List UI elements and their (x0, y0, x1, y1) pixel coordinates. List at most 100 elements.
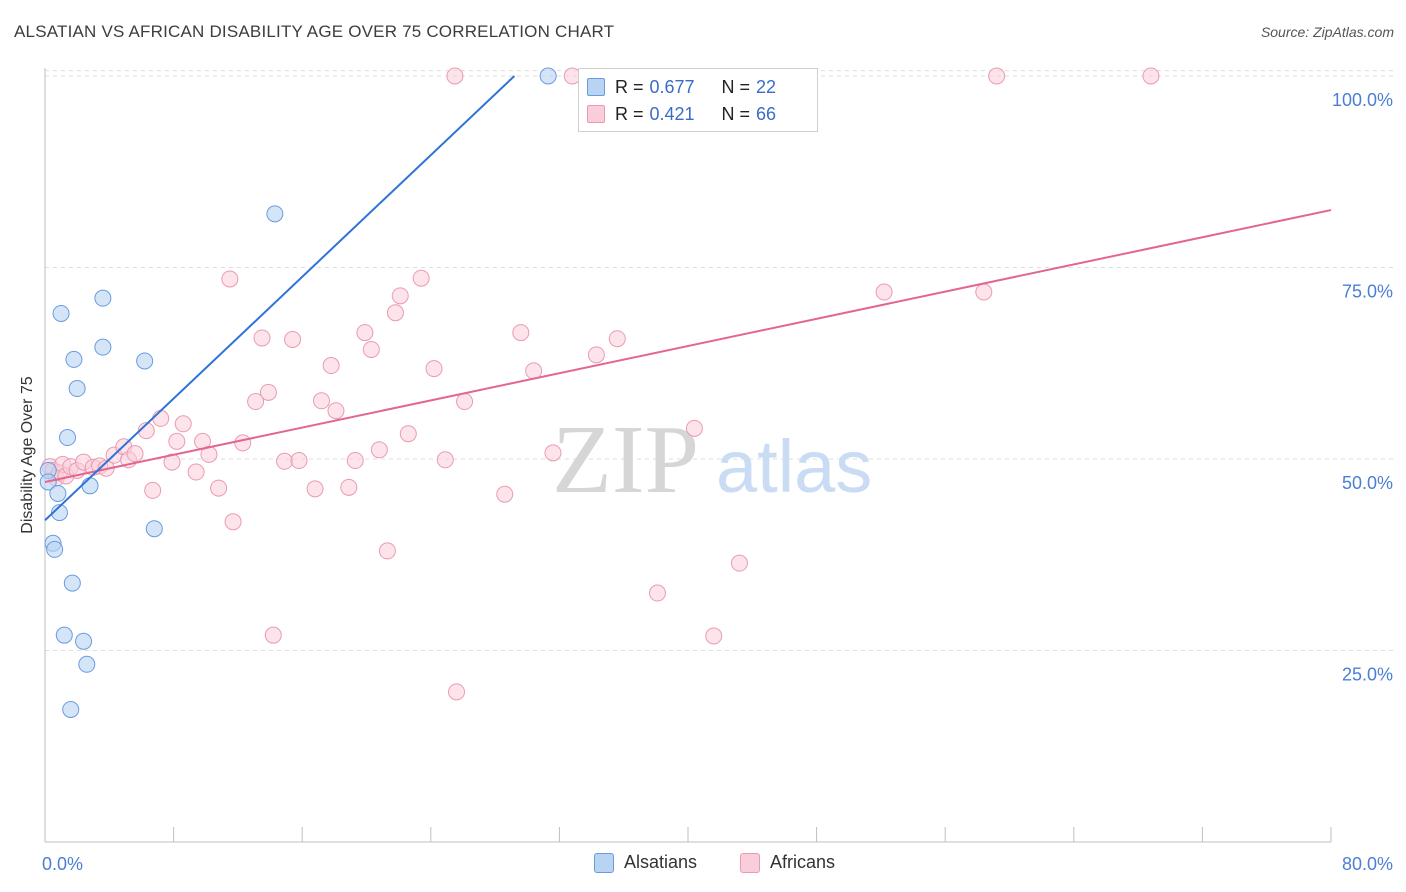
point-alsatians (63, 574, 81, 592)
trendlines (44, 75, 1332, 522)
point-alsatians (62, 700, 80, 718)
point-africans (386, 304, 404, 322)
point-africans (446, 67, 464, 85)
legend-item-africans[interactable]: Africans (740, 852, 835, 873)
trendline-alsatians (44, 75, 516, 522)
source-label: Source: ZipAtlas.com (1260, 24, 1394, 40)
legend-label-alsatians: Alsatians (624, 852, 698, 872)
legend-row-alsatians: R = 0.677 N = 22 (587, 74, 776, 100)
point-africans (544, 444, 562, 462)
point-alsatians (78, 655, 96, 673)
point-alsatians (75, 632, 93, 650)
x-tick-label: 80.0% (1342, 854, 1393, 874)
point-alsatians (68, 380, 86, 398)
point-africans (399, 425, 417, 443)
point-africans (144, 481, 162, 499)
point-africans (253, 329, 271, 347)
legend-n-value: 66 (756, 103, 777, 124)
y-tick-label: 50.0% (1342, 473, 1393, 493)
point-africans (448, 683, 466, 701)
point-africans (276, 452, 294, 470)
point-africans (322, 357, 340, 375)
point-africans (988, 67, 1006, 85)
point-africans (210, 479, 228, 497)
points (39, 67, 1160, 718)
legend-label-africans: Africans (770, 852, 836, 872)
legend-swatch-alsatians (587, 78, 605, 96)
point-africans (234, 434, 252, 452)
y-axis-label: Disability Age Over 75 (19, 376, 36, 534)
point-africans (163, 453, 181, 471)
correlation-legend: R = 0.677 N = 22 R = 0.421 N = 66 (578, 68, 818, 132)
watermark-zip: ZIP (552, 406, 699, 514)
point-africans (264, 626, 282, 644)
point-africans (425, 360, 443, 378)
y-tick-label: 100.0% (1332, 90, 1393, 110)
point-alsatians (81, 477, 99, 495)
point-alsatians (266, 205, 284, 223)
point-alsatians (65, 350, 83, 368)
legend-n-label: N = (721, 103, 751, 124)
legend-r-label: R = (615, 76, 644, 97)
point-alsatians (94, 338, 112, 356)
point-africans (436, 451, 454, 469)
point-africans (152, 409, 170, 427)
point-africans (608, 330, 626, 348)
legend-swatch-africans (587, 105, 605, 123)
point-africans (221, 270, 239, 288)
point-africans (187, 463, 205, 481)
legend-row-africans: R = 0.421 N = 66 (587, 101, 776, 127)
point-africans (875, 283, 893, 301)
legend-item-alsatians[interactable]: Alsatians (594, 852, 697, 873)
point-africans (290, 452, 308, 470)
point-africans (412, 269, 430, 287)
point-alsatians (50, 504, 68, 522)
y-tick-label: 25.0% (1342, 665, 1393, 685)
point-africans (126, 445, 144, 463)
point-africans (247, 393, 265, 411)
legend-swatch-alsatians (594, 852, 614, 873)
point-alsatians (55, 626, 73, 644)
point-africans (730, 554, 748, 572)
point-africans (705, 627, 723, 645)
x-tick-label: 0.0% (42, 854, 83, 874)
point-africans (975, 283, 993, 301)
legend-swatch-africans (740, 852, 760, 873)
point-alsatians (94, 289, 112, 307)
point-africans (356, 324, 374, 342)
point-africans (456, 393, 474, 411)
point-africans (284, 331, 302, 349)
legend-n-label: N = (721, 76, 751, 97)
legend-n-value: 22 (756, 76, 777, 97)
legend-r-value: 0.677 (649, 76, 695, 97)
trendline-africans (44, 209, 1332, 483)
point-alsatians (59, 429, 77, 447)
point-africans (306, 480, 324, 498)
point-africans (224, 513, 242, 531)
watermark: ZIP atlas (552, 406, 872, 514)
legend-r-label: R = (615, 103, 644, 124)
axes (44, 68, 1332, 843)
point-africans (496, 485, 514, 503)
point-africans (346, 452, 364, 470)
point-africans (378, 542, 396, 560)
point-africans (370, 441, 388, 459)
point-alsatians (52, 304, 70, 322)
point-africans (340, 478, 358, 496)
point-africans (259, 383, 277, 401)
point-africans (512, 324, 530, 342)
point-africans (391, 287, 409, 305)
point-alsatians (49, 484, 67, 502)
series-legend: Alsatians Africans (0, 852, 1406, 876)
point-africans (587, 346, 605, 364)
point-alsatians (46, 540, 64, 558)
point-africans (685, 419, 703, 437)
watermark-atlas: atlas (716, 425, 872, 508)
point-africans (1142, 67, 1160, 85)
point-alsatians (145, 520, 163, 538)
tick-labels: 25.0% 50.0% 75.0% 100.0% 0.0% 80.0% (42, 90, 1393, 874)
point-africans (648, 584, 666, 602)
y-tick-label: 75.0% (1342, 282, 1393, 302)
point-africans (168, 432, 186, 450)
